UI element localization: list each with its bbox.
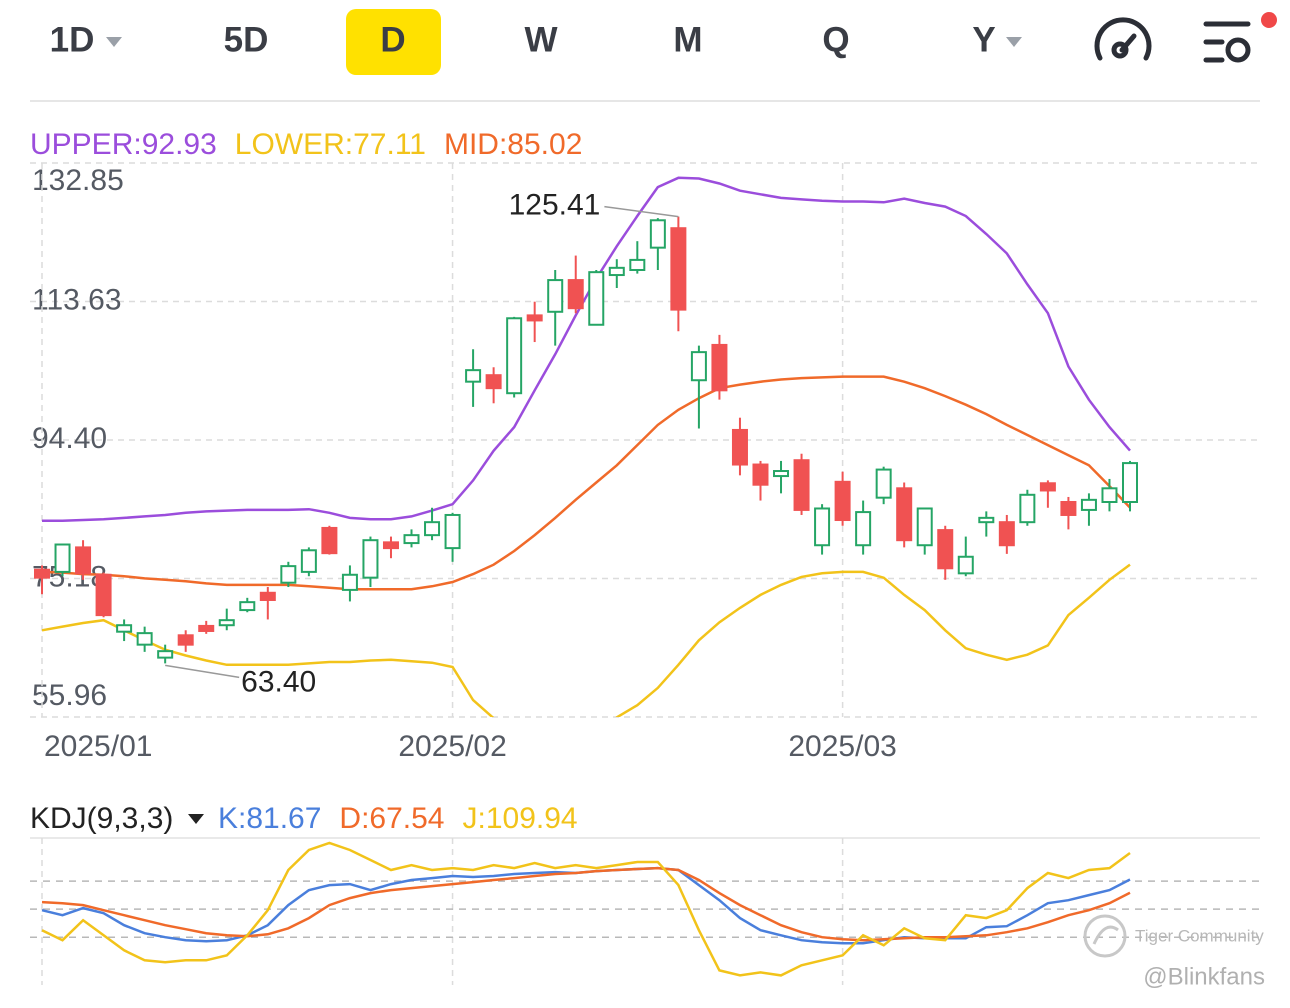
- tab[interactable]: W: [524, 20, 557, 59]
- candle-body: [998, 521, 1015, 547]
- dropdown-arrow[interactable]: [106, 37, 122, 47]
- band-line: [41, 375, 1131, 591]
- candle-body: [526, 314, 543, 322]
- candle-body: [608, 266, 625, 277]
- x-tick-label: 2025/03: [788, 730, 896, 763]
- candle-body: [485, 374, 502, 390]
- indicator-title: KDJ(9,3,3): [30, 802, 173, 835]
- candle-body: [896, 487, 913, 542]
- candle-body: [239, 601, 256, 612]
- candle-body: [957, 555, 974, 575]
- candle-body: [1060, 500, 1077, 516]
- candle-body: [1039, 482, 1056, 492]
- candle-body: [34, 568, 50, 579]
- legend-entry: D:67.54: [339, 802, 444, 835]
- candle-body: [793, 459, 810, 511]
- legend: K:81.67 D:67.54 J:109.94: [218, 802, 578, 835]
- candle-body: [75, 546, 92, 575]
- y-tick-label: 113.63: [32, 283, 122, 316]
- min-label: 63.40: [241, 665, 316, 698]
- candle-body: [875, 468, 892, 499]
- candle-body: [218, 619, 235, 627]
- notification-dot: [1261, 12, 1277, 28]
- watermark: Tiger Community: [1135, 926, 1264, 945]
- y-tick-label: 94.40: [32, 422, 107, 455]
- legend-entry: LOWER:77.11: [235, 128, 426, 161]
- tab[interactable]: M: [673, 20, 702, 59]
- candle-body: [690, 351, 707, 382]
- annotation-line: [604, 205, 679, 218]
- candle-body: [773, 470, 790, 478]
- tab[interactable]: D: [380, 20, 405, 59]
- gauge-icon[interactable]: [1094, 17, 1152, 61]
- legend-entry: K:81.67: [218, 802, 321, 835]
- candle-body: [1019, 493, 1036, 524]
- candle-body: [54, 543, 71, 573]
- dropdown-arrow[interactable]: [1006, 37, 1022, 47]
- candle-body: [649, 219, 666, 249]
- candle-body: [978, 516, 995, 524]
- kdj-chart: KDJ(9,3,3) K:81.67 D:67.54 J:109.94: [30, 802, 1260, 985]
- tab[interactable]: 1D: [50, 20, 95, 59]
- candle-body: [1122, 462, 1138, 503]
- candle-body: [198, 624, 215, 632]
- candle-body: [362, 539, 379, 579]
- candle-body: [321, 526, 338, 555]
- settings-icon[interactable]: [1203, 21, 1251, 63]
- band-line: [42, 176, 1131, 522]
- candle-body: [1101, 487, 1118, 503]
- toolbar: 1D 5D D W M Q Y: [50, 9, 996, 75]
- candle-body: [1080, 498, 1097, 511]
- y-tick-label: 55.96: [32, 679, 107, 712]
- band-line: [41, 563, 1131, 717]
- candle-body: [670, 227, 687, 311]
- candle-body: [629, 258, 646, 271]
- candle-body: [95, 573, 112, 617]
- candle-body: [424, 521, 441, 537]
- candle-body: [814, 507, 831, 547]
- annotation-line: [165, 664, 240, 679]
- candle-body: [382, 541, 399, 550]
- candle-body: [567, 279, 584, 310]
- candle-body: [116, 624, 133, 633]
- candle-body: [136, 632, 153, 646]
- candle-body: [280, 565, 297, 584]
- candle-body: [506, 317, 523, 395]
- candle-body: [711, 343, 728, 392]
- max-label: 125.41: [509, 189, 601, 222]
- tab-highlight: [346, 9, 441, 75]
- candle-body: [465, 369, 482, 383]
- candle-body: [855, 511, 872, 547]
- candle-body: [834, 480, 851, 522]
- candle-body: [341, 573, 358, 591]
- tab[interactable]: Y: [972, 20, 995, 59]
- candle-body: [916, 507, 933, 547]
- tab[interactable]: 5D: [224, 20, 269, 59]
- candle-body: [937, 529, 954, 570]
- watermark: @Blinkfans: [1143, 963, 1265, 990]
- dropdown-arrow[interactable]: [188, 814, 204, 824]
- candle-body: [177, 634, 194, 646]
- candle-body: [547, 279, 564, 313]
- candle-body: [444, 513, 461, 550]
- watermark-logo: [1083, 914, 1127, 958]
- legend-entry: MID:85.02: [444, 128, 582, 161]
- x-tick-label: 2025/01: [44, 730, 152, 763]
- legend-entry: UPPER:92.93: [30, 128, 217, 161]
- candle-body: [731, 428, 748, 466]
- legend: UPPER:92.93 LOWER:77.11 MID:85.02: [30, 128, 582, 161]
- candle-body: [300, 549, 317, 573]
- x-tick-label: 2025/02: [398, 730, 506, 763]
- y-tick-label: 132.85: [32, 164, 124, 197]
- candle-body: [403, 534, 420, 545]
- candle-body: [157, 650, 174, 659]
- legend-entry: J:109.94: [463, 802, 578, 835]
- candle-body: [259, 591, 276, 601]
- candle-body: [588, 271, 605, 326]
- candle-body: [752, 463, 769, 486]
- kdj-line: [41, 841, 1131, 977]
- tab[interactable]: Q: [822, 20, 849, 59]
